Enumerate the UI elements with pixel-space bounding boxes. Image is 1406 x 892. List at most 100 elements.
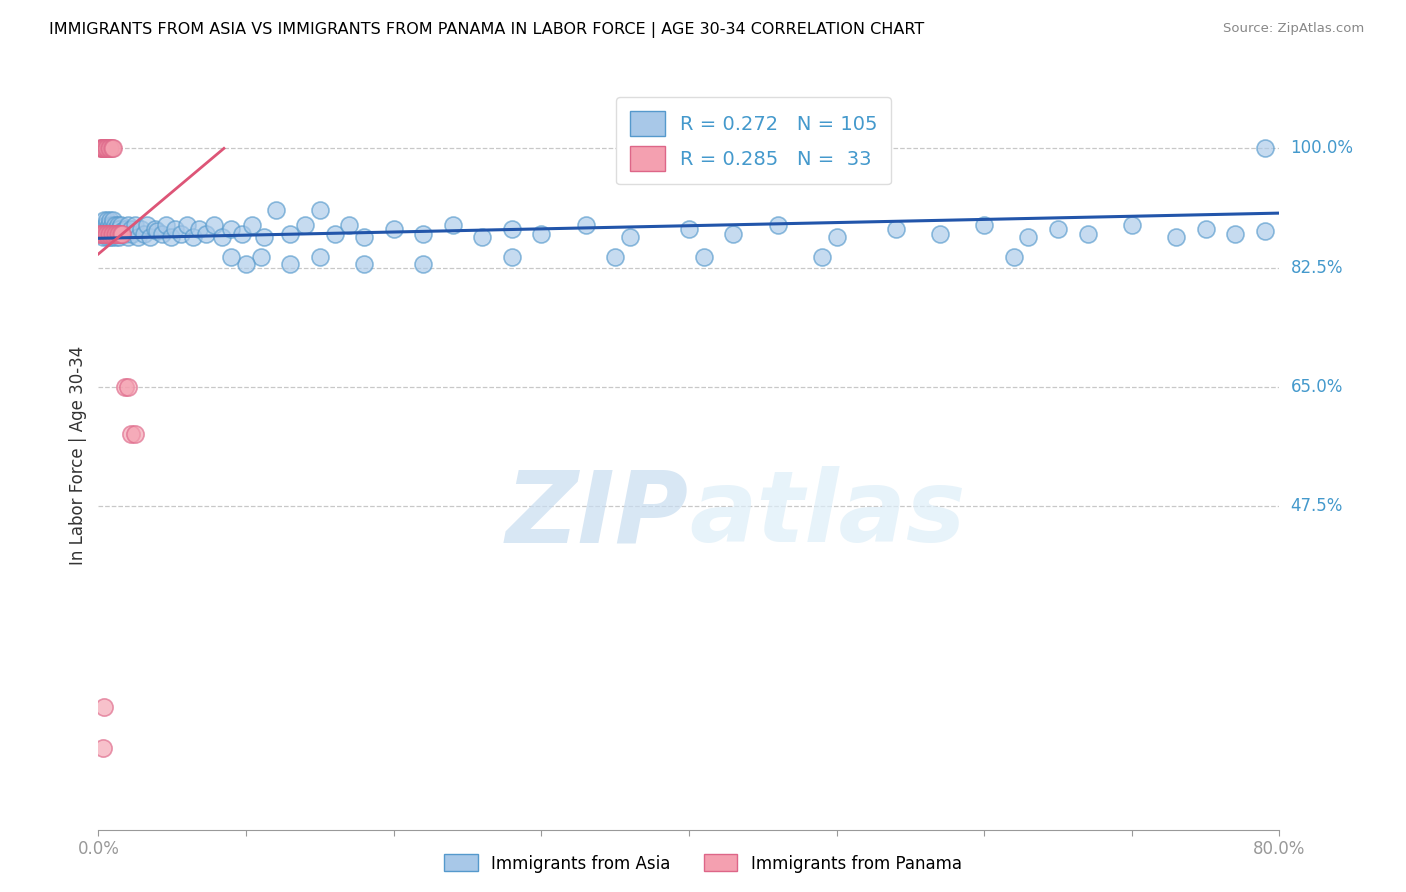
Point xyxy=(264,202,287,217)
Point xyxy=(98,213,121,227)
Point xyxy=(91,230,114,244)
Point xyxy=(929,227,952,241)
Point xyxy=(104,227,127,241)
Point xyxy=(111,227,134,241)
Point xyxy=(155,218,177,232)
Point xyxy=(96,221,118,235)
Point xyxy=(250,251,273,265)
Point xyxy=(884,221,907,235)
Point xyxy=(108,221,131,235)
Point xyxy=(136,218,159,232)
Point xyxy=(1254,225,1277,239)
Point xyxy=(103,141,125,155)
Point xyxy=(121,227,143,241)
Point xyxy=(91,141,114,155)
Point xyxy=(97,227,120,241)
Point xyxy=(235,257,257,271)
Point xyxy=(117,380,139,394)
Point xyxy=(98,230,121,244)
Text: IMMIGRANTS FROM ASIA VS IMMIGRANTS FROM PANAMA IN LABOR FORCE | AGE 30-34 CORREL: IMMIGRANTS FROM ASIA VS IMMIGRANTS FROM … xyxy=(49,22,925,38)
Point xyxy=(103,227,125,241)
Point xyxy=(89,227,111,241)
Point xyxy=(575,218,598,232)
Point xyxy=(339,218,361,232)
Point xyxy=(96,230,118,244)
Point xyxy=(100,218,122,232)
Point xyxy=(202,218,225,232)
Point xyxy=(129,221,152,235)
Point xyxy=(98,141,121,155)
Point xyxy=(412,257,434,271)
Point xyxy=(105,227,128,241)
Point xyxy=(280,257,302,271)
Point xyxy=(90,141,112,155)
Point xyxy=(96,213,118,227)
Point xyxy=(107,218,129,232)
Point xyxy=(165,221,187,235)
Point xyxy=(93,227,115,241)
Point xyxy=(108,227,131,241)
Point xyxy=(501,251,523,265)
Point xyxy=(353,230,375,244)
Point xyxy=(211,230,233,244)
Point xyxy=(91,141,114,155)
Point xyxy=(110,227,132,241)
Point xyxy=(104,227,127,241)
Text: 47.5%: 47.5% xyxy=(1291,497,1343,515)
Point xyxy=(501,221,523,235)
Point xyxy=(973,218,995,232)
Point xyxy=(98,221,121,235)
Point xyxy=(294,218,316,232)
Point xyxy=(105,221,128,235)
Point xyxy=(150,227,173,241)
Point xyxy=(100,141,122,155)
Point xyxy=(115,227,138,241)
Point xyxy=(353,257,375,271)
Point xyxy=(94,218,117,232)
Point xyxy=(471,230,494,244)
Point xyxy=(94,141,117,155)
Point xyxy=(93,141,115,155)
Text: Source: ZipAtlas.com: Source: ZipAtlas.com xyxy=(1223,22,1364,36)
Point xyxy=(120,427,142,442)
Y-axis label: In Labor Force | Age 30-34: In Labor Force | Age 30-34 xyxy=(69,345,87,565)
Point xyxy=(280,227,302,241)
Point xyxy=(412,227,434,241)
Point xyxy=(110,227,132,241)
Point xyxy=(766,218,789,232)
Point xyxy=(111,225,134,239)
Point xyxy=(127,230,149,244)
Point xyxy=(231,227,253,241)
Text: 65.0%: 65.0% xyxy=(1291,378,1343,396)
Point xyxy=(1046,221,1070,235)
Point xyxy=(825,230,848,244)
Point xyxy=(94,227,117,241)
Point xyxy=(134,227,156,241)
Point xyxy=(114,221,136,235)
Point xyxy=(441,218,464,232)
Point xyxy=(120,221,142,235)
Point xyxy=(93,213,115,227)
Point xyxy=(117,218,139,232)
Legend: R = 0.272   N = 105, R = 0.285   N =  33: R = 0.272 N = 105, R = 0.285 N = 33 xyxy=(616,97,891,185)
Legend: Immigrants from Asia, Immigrants from Panama: Immigrants from Asia, Immigrants from Pa… xyxy=(437,847,969,880)
Point xyxy=(103,213,125,227)
Point xyxy=(1166,230,1188,244)
Point xyxy=(103,221,125,235)
Point xyxy=(100,227,122,241)
Point xyxy=(93,141,115,155)
Point xyxy=(187,221,209,235)
Point xyxy=(91,141,114,155)
Point xyxy=(91,740,114,755)
Point xyxy=(1002,251,1025,265)
Point xyxy=(114,380,136,394)
Point xyxy=(93,700,115,714)
Point xyxy=(309,202,332,217)
Point xyxy=(619,230,641,244)
Point xyxy=(1077,227,1099,241)
Text: 82.5%: 82.5% xyxy=(1291,259,1343,277)
Point xyxy=(97,227,120,241)
Point xyxy=(221,251,243,265)
Point xyxy=(530,227,553,241)
Point xyxy=(90,227,112,241)
